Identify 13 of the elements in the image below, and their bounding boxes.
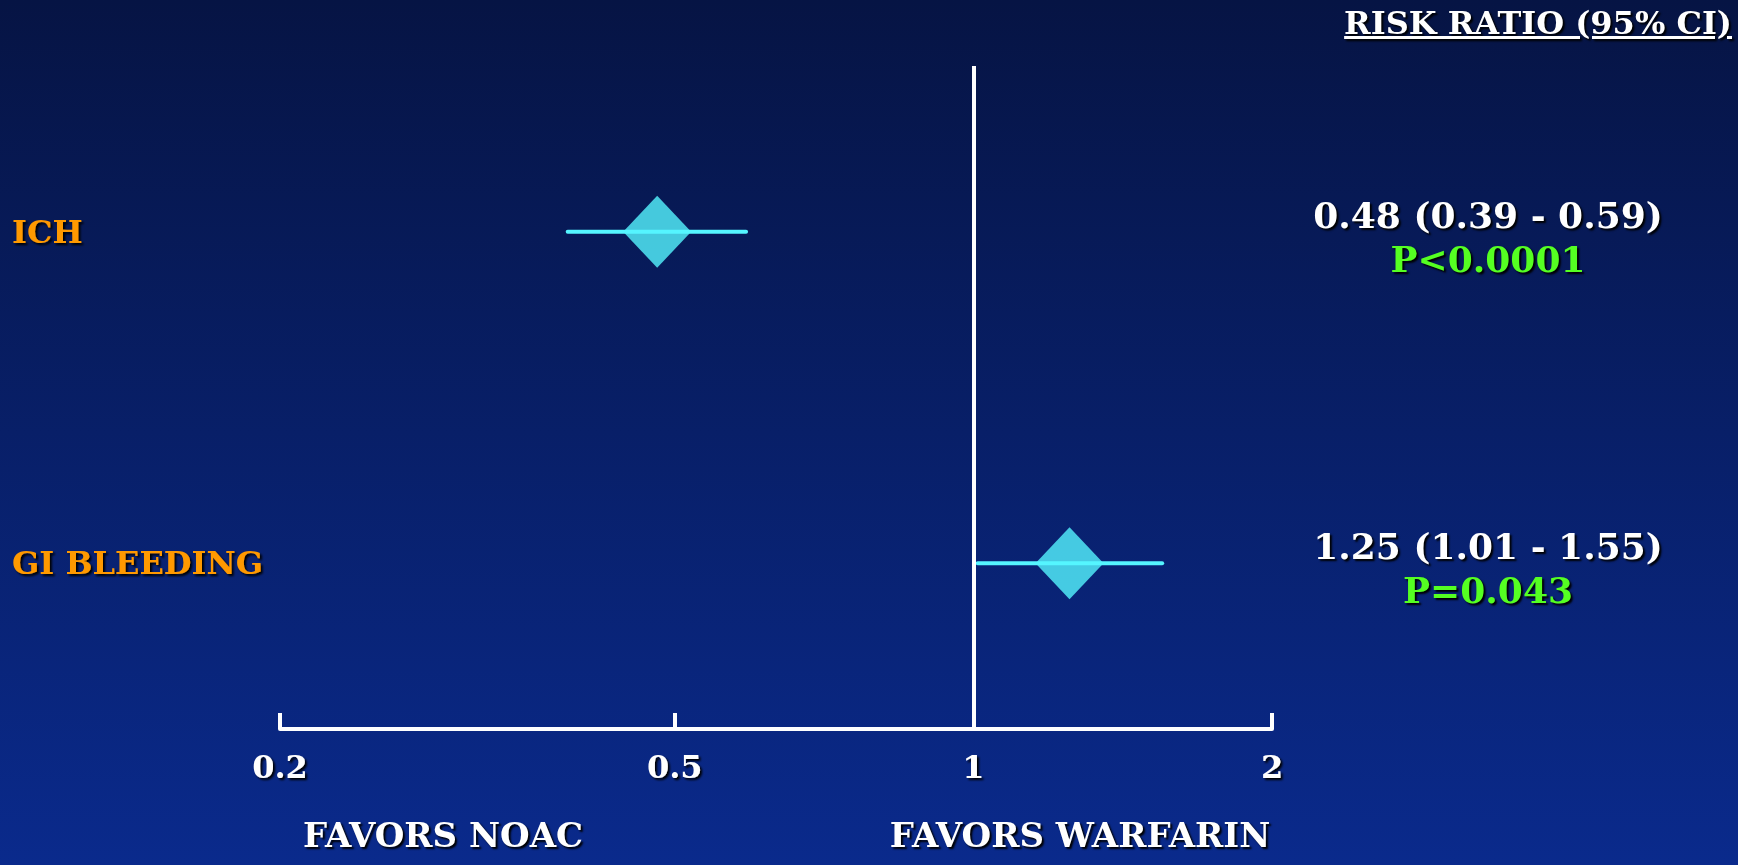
y-tick-label: GI BLEEDING [12,544,264,583]
x-tick-label: 0.2 [252,748,308,786]
y-tick-label: ICH [12,212,83,251]
text: FAVORS WARFARIN [889,815,1271,855]
text: P<0.0001 [1390,237,1586,280]
x-tick-label: 2 [1260,748,1284,786]
x-tick-label: 0.5 [646,748,703,786]
x-tick-label: 1 [962,748,985,786]
text: P=0.043 [1403,569,1573,612]
text: 0.48 (0.39 - 0.59) [1313,193,1663,236]
text: RISK RATIO (95% CI) [1344,4,1732,42]
text: FAVORS NOAC [302,815,584,855]
text: 1.25 (1.01 - 1.55) [1313,525,1663,568]
